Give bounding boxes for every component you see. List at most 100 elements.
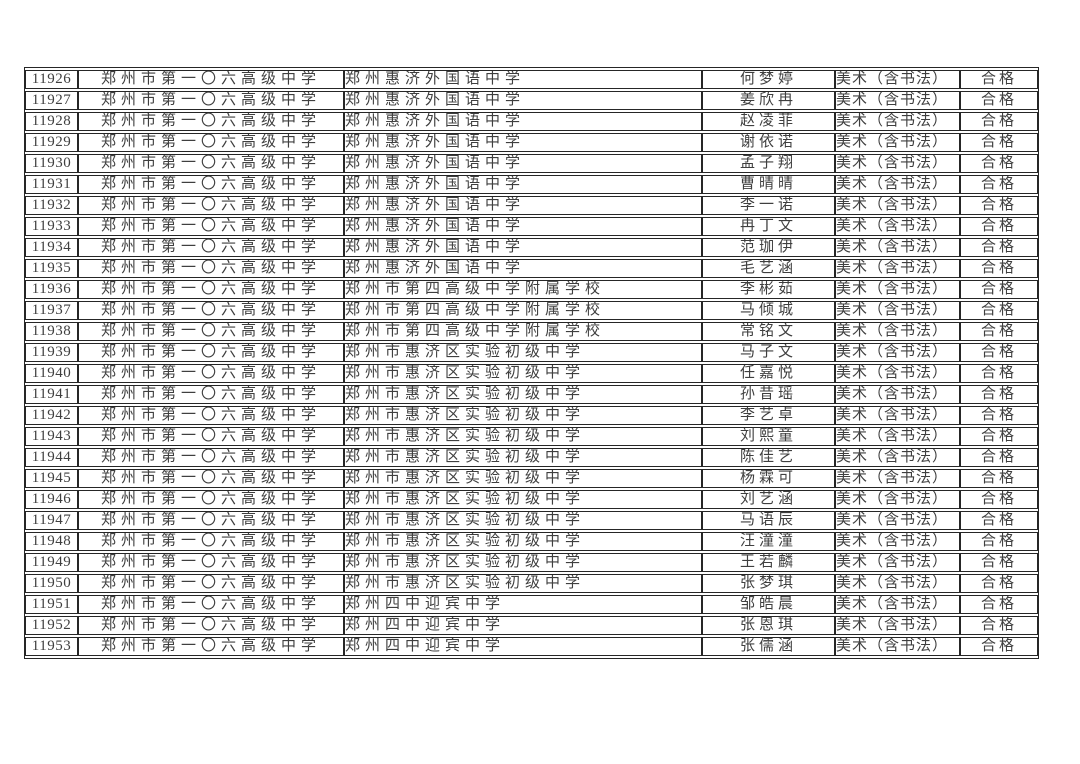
cell-subject: 美术（含书法） [835, 385, 960, 404]
cell-student-name: 王若麟 [702, 553, 835, 572]
cell-student-name: 赵凌菲 [702, 112, 835, 131]
table-row: 11935 郑州市第一〇六高级中学 郑州惠济外国语中学 毛艺涵 美术（含书法） 合格 [25, 259, 1038, 278]
cell-result: 合格 [960, 217, 1038, 236]
cell-enroll-school: 郑州市第一〇六高级中学 [78, 595, 344, 614]
cell-student-name: 毛艺涵 [702, 259, 835, 278]
table-row: 11951 郑州市第一〇六高级中学 郑州四中迎宾中学 邹皓晨 美术（含书法） 合格 [25, 595, 1038, 614]
cell-subject: 美术（含书法） [835, 280, 960, 299]
cell-student-name: 马倾城 [702, 301, 835, 320]
cell-enroll-school: 郑州市第一〇六高级中学 [78, 616, 344, 635]
cell-result: 合格 [960, 175, 1038, 194]
cell-student-name: 谢依诺 [702, 133, 835, 152]
cell-exam-id: 11951 [25, 595, 78, 614]
cell-enroll-school: 郑州市第一〇六高级中学 [78, 259, 344, 278]
cell-exam-id: 11944 [25, 448, 78, 467]
cell-result: 合格 [960, 469, 1038, 488]
cell-exam-id: 11927 [25, 91, 78, 110]
cell-result: 合格 [960, 196, 1038, 215]
cell-subject: 美术（含书法） [835, 427, 960, 446]
cell-student-name: 曹晴晴 [702, 175, 835, 194]
cell-student-name: 李彬茹 [702, 280, 835, 299]
cell-graduate-school: 郑州市惠济区实验初级中学 [344, 364, 702, 383]
cell-subject: 美术（含书法） [835, 616, 960, 635]
cell-result: 合格 [960, 448, 1038, 467]
cell-enroll-school: 郑州市第一〇六高级中学 [78, 238, 344, 257]
cell-subject: 美术（含书法） [835, 238, 960, 257]
cell-enroll-school: 郑州市第一〇六高级中学 [78, 70, 344, 89]
table-row: 11941 郑州市第一〇六高级中学 郑州市惠济区实验初级中学 孙昔瑶 美术（含书法） 合格 [25, 385, 1038, 404]
cell-exam-id: 11938 [25, 322, 78, 341]
cell-exam-id: 11930 [25, 154, 78, 173]
cell-exam-id: 11936 [25, 280, 78, 299]
cell-subject: 美术（含书法） [835, 133, 960, 152]
table-row: 11947 郑州市第一〇六高级中学 郑州市惠济区实验初级中学 马语辰 美术（含书法） 合格 [25, 511, 1038, 530]
cell-student-name: 张儒涵 [702, 637, 835, 656]
cell-result: 合格 [960, 511, 1038, 530]
cell-student-name: 任嘉悦 [702, 364, 835, 383]
cell-subject: 美术（含书法） [835, 175, 960, 194]
table-row: 11930 郑州市第一〇六高级中学 郑州惠济外国语中学 孟子翔 美术（含书法） 合格 [25, 154, 1038, 173]
cell-graduate-school: 郑州惠济外国语中学 [344, 70, 702, 89]
cell-enroll-school: 郑州市第一〇六高级中学 [78, 364, 344, 383]
cell-graduate-school: 郑州市第四高级中学附属学校 [344, 280, 702, 299]
cell-result: 合格 [960, 595, 1038, 614]
cell-graduate-school: 郑州惠济外国语中学 [344, 91, 702, 110]
cell-student-name: 陈佳艺 [702, 448, 835, 467]
cell-graduate-school: 郑州四中迎宾中学 [344, 595, 702, 614]
table-row: 11944 郑州市第一〇六高级中学 郑州市惠济区实验初级中学 陈佳艺 美术（含书法） 合格 [25, 448, 1038, 467]
cell-subject: 美术（含书法） [835, 574, 960, 593]
cell-result: 合格 [960, 238, 1038, 257]
cell-enroll-school: 郑州市第一〇六高级中学 [78, 175, 344, 194]
cell-graduate-school: 郑州惠济外国语中学 [344, 154, 702, 173]
cell-result: 合格 [960, 406, 1038, 425]
cell-result: 合格 [960, 259, 1038, 278]
cell-student-name: 张梦琪 [702, 574, 835, 593]
cell-result: 合格 [960, 427, 1038, 446]
cell-result: 合格 [960, 616, 1038, 635]
cell-student-name: 刘艺涵 [702, 490, 835, 509]
cell-student-name: 张恩琪 [702, 616, 835, 635]
cell-exam-id: 11932 [25, 196, 78, 215]
cell-graduate-school: 郑州市惠济区实验初级中学 [344, 427, 702, 446]
cell-graduate-school: 郑州市惠济区实验初级中学 [344, 448, 702, 467]
cell-enroll-school: 郑州市第一〇六高级中学 [78, 574, 344, 593]
cell-enroll-school: 郑州市第一〇六高级中学 [78, 490, 344, 509]
table-row: 11932 郑州市第一〇六高级中学 郑州惠济外国语中学 李一诺 美术（含书法） 合格 [25, 196, 1038, 215]
cell-student-name: 李艺卓 [702, 406, 835, 425]
cell-student-name: 李一诺 [702, 196, 835, 215]
table-row: 11926 郑州市第一〇六高级中学 郑州惠济外国语中学 何梦婷 美术（含书法） 合格 [25, 70, 1038, 89]
cell-subject: 美术（含书法） [835, 595, 960, 614]
cell-subject: 美术（含书法） [835, 364, 960, 383]
cell-result: 合格 [960, 574, 1038, 593]
cell-student-name: 马子文 [702, 343, 835, 362]
cell-exam-id: 11947 [25, 511, 78, 530]
cell-subject: 美术（含书法） [835, 91, 960, 110]
cell-subject: 美术（含书法） [835, 322, 960, 341]
cell-graduate-school: 郑州市惠济区实验初级中学 [344, 343, 702, 362]
cell-graduate-school: 郑州市惠济区实验初级中学 [344, 511, 702, 530]
cell-enroll-school: 郑州市第一〇六高级中学 [78, 637, 344, 656]
table-row: 11934 郑州市第一〇六高级中学 郑州惠济外国语中学 范珈伊 美术（含书法） 合格 [25, 238, 1038, 257]
table-row: 11946 郑州市第一〇六高级中学 郑州市惠济区实验初级中学 刘艺涵 美术（含书法） 合格 [25, 490, 1038, 509]
cell-subject: 美术（含书法） [835, 343, 960, 362]
cell-exam-id: 11929 [25, 133, 78, 152]
cell-subject: 美术（含书法） [835, 112, 960, 131]
cell-graduate-school: 郑州市惠济区实验初级中学 [344, 574, 702, 593]
cell-exam-id: 11946 [25, 490, 78, 509]
table-row: 11948 郑州市第一〇六高级中学 郑州市惠济区实验初级中学 汪潼潼 美术（含书法） 合格 [25, 532, 1038, 551]
cell-exam-id: 11931 [25, 175, 78, 194]
cell-result: 合格 [960, 280, 1038, 299]
cell-graduate-school: 郑州惠济外国语中学 [344, 238, 702, 257]
cell-enroll-school: 郑州市第一〇六高级中学 [78, 217, 344, 236]
cell-exam-id: 11941 [25, 385, 78, 404]
cell-student-name: 范珈伊 [702, 238, 835, 257]
cell-enroll-school: 郑州市第一〇六高级中学 [78, 91, 344, 110]
table-row: 11937 郑州市第一〇六高级中学 郑州市第四高级中学附属学校 马倾城 美术（含书法）合… [25, 301, 1038, 320]
cell-student-name: 何梦婷 [702, 70, 835, 89]
results-table-body: 11926 郑州市第一〇六高级中学 郑州惠济外国语中学 何梦婷 美术（含书法） 合格 119… [25, 70, 1038, 656]
cell-enroll-school: 郑州市第一〇六高级中学 [78, 196, 344, 215]
cell-graduate-school: 郑州市惠济区实验初级中学 [344, 490, 702, 509]
cell-graduate-school: 郑州市惠济区实验初级中学 [344, 406, 702, 425]
cell-student-name: 孟子翔 [702, 154, 835, 173]
